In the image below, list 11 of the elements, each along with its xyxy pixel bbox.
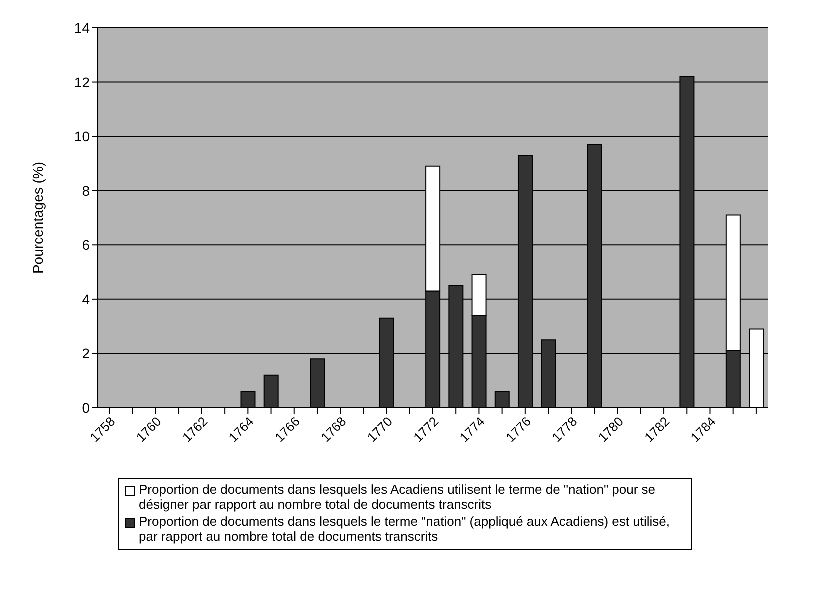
y-tick-label: 12 <box>74 74 90 90</box>
y-tick-label: 4 <box>82 291 90 308</box>
y-axis-title: Pourcentages (%) <box>30 162 46 274</box>
y-tick-label: 2 <box>82 346 90 362</box>
legend-label: Proportion de documents dans lesquels le terme "nation" (appliqué aux Acadiens) est utilisé, par rapport au nombre total de documents transcrits <box>139 514 671 544</box>
legend-label: Proportion de documents dans lesquels les Acadiens utilisent le terme de "nation" pour se désigner par rapport au nombre total de documents transcrits <box>139 482 657 512</box>
y-tick-label: 14 <box>74 20 90 36</box>
y-tick-label: 0 <box>82 400 90 416</box>
y-tick-label: 8 <box>82 182 90 199</box>
y-tick-label: 10 <box>74 128 90 145</box>
y-tick-label: 6 <box>82 237 90 254</box>
